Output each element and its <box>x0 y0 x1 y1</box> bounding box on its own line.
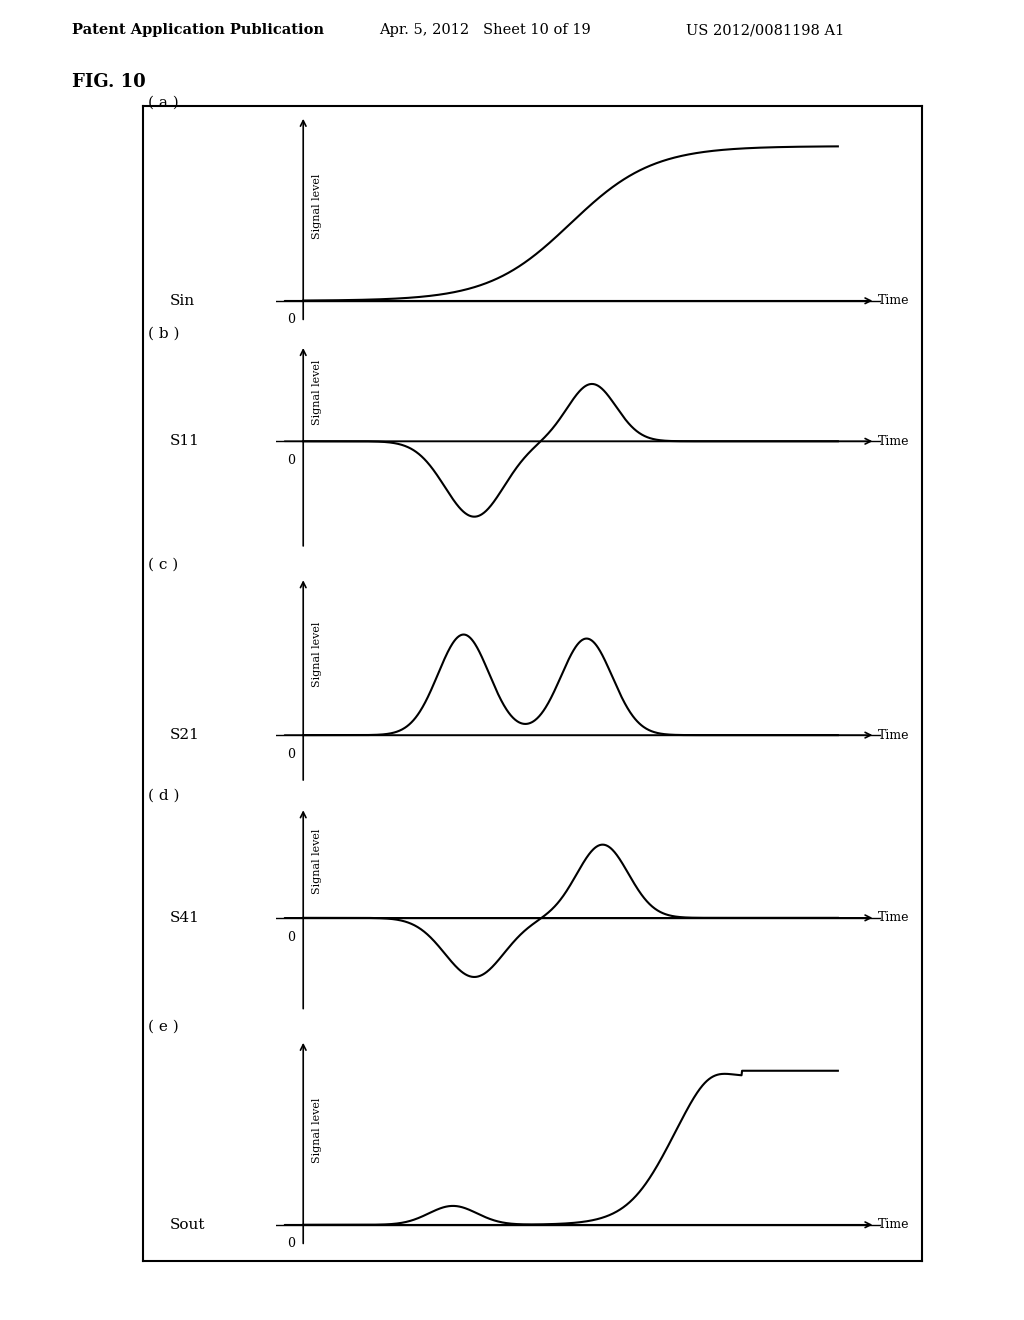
Text: Time: Time <box>878 1218 909 1232</box>
Text: 0: 0 <box>287 1237 295 1250</box>
Text: Time: Time <box>878 911 909 924</box>
Text: Signal level: Signal level <box>311 829 322 894</box>
Text: Signal level: Signal level <box>311 1098 322 1163</box>
Text: ( e ): ( e ) <box>148 1019 179 1034</box>
Text: 0: 0 <box>287 931 295 944</box>
Text: 0: 0 <box>287 454 295 467</box>
Text: US 2012/0081198 A1: US 2012/0081198 A1 <box>686 24 845 37</box>
Text: Sin: Sin <box>170 294 195 308</box>
Text: 0: 0 <box>287 313 295 326</box>
Text: FIG. 10: FIG. 10 <box>72 73 145 91</box>
Text: S11: S11 <box>170 434 200 449</box>
Text: Time: Time <box>878 434 909 447</box>
Text: Sout: Sout <box>170 1218 205 1232</box>
Text: Signal level: Signal level <box>311 174 322 239</box>
Text: ( d ): ( d ) <box>148 788 180 803</box>
Text: ( a ): ( a ) <box>148 95 179 110</box>
Text: 0: 0 <box>287 748 295 760</box>
Text: Patent Application Publication: Patent Application Publication <box>72 24 324 37</box>
Text: S21: S21 <box>170 729 200 742</box>
Text: ( c ): ( c ) <box>148 557 179 572</box>
Text: Apr. 5, 2012   Sheet 10 of 19: Apr. 5, 2012 Sheet 10 of 19 <box>379 24 591 37</box>
Text: Signal level: Signal level <box>311 622 322 688</box>
Text: S41: S41 <box>170 911 200 925</box>
Text: Signal level: Signal level <box>311 359 322 425</box>
Text: Time: Time <box>878 294 909 308</box>
Text: ( b ): ( b ) <box>148 326 180 341</box>
Text: Time: Time <box>878 729 909 742</box>
